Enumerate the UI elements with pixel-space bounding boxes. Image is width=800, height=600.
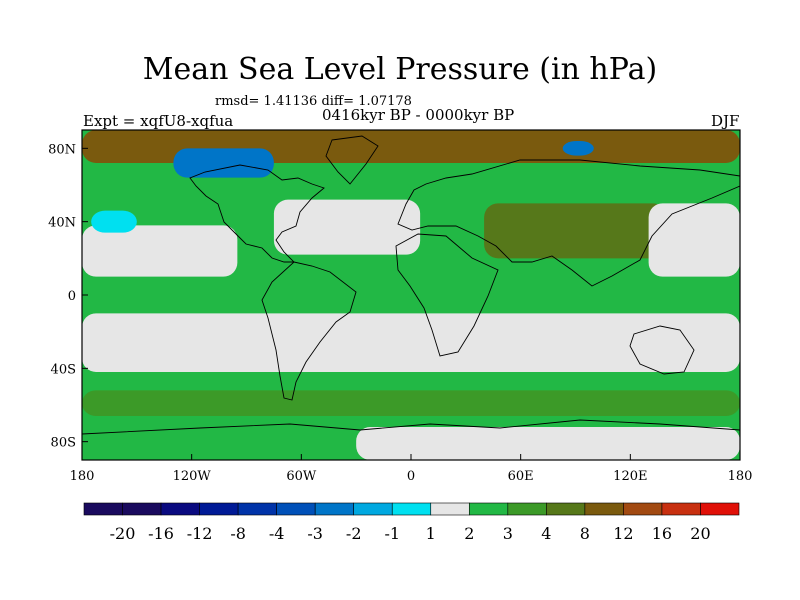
colorbar-label: -1 [384, 524, 400, 543]
x-tick-label: 60E [508, 469, 534, 484]
colorbar-label: -20 [110, 524, 136, 543]
colorbar-swatch [199, 502, 239, 516]
colorbar-swatch [546, 502, 586, 516]
period-label: 0416kyr BP - 0000kyr BP [322, 106, 515, 124]
colorbar: -20 -16 -12 -8 -4 -3 -2 -1 1 2 3 4 8 12 16 20 [83, 502, 740, 543]
colorbar-label: 12 [613, 524, 633, 543]
y-axis: 80N 40N 0 40S 80S [48, 142, 88, 451]
colorbar-label: 20 [690, 524, 710, 543]
colorbar-swatch [83, 502, 123, 516]
colorbar-swatch [661, 502, 701, 516]
pressure-field [82, 130, 740, 460]
y-tick-label: 80S [51, 436, 76, 451]
y-tick-label: 0 [68, 289, 76, 304]
colorbar-label: -4 [269, 524, 285, 543]
colorbar-label: 4 [541, 524, 551, 543]
colorbar-label: 16 [652, 524, 672, 543]
x-tick-label: 0 [407, 469, 415, 484]
coastline-antarctica [82, 419, 740, 435]
colorbar-label: -3 [307, 524, 323, 543]
field-region-north-america-low [173, 148, 274, 178]
colorbar-label: -8 [230, 524, 246, 543]
colorbar-swatch [468, 502, 509, 516]
coastlines [82, 135, 740, 435]
experiment-label: Expt = xqfU8-xqfua [83, 112, 234, 130]
field-region-southern-ocean-high [82, 390, 740, 416]
colorbar-label: 8 [580, 524, 590, 543]
x-tick-label: 60W [286, 469, 317, 484]
coastline-greenland [325, 135, 379, 185]
x-tick-label: 120E [613, 469, 647, 484]
field-region-north-atlantic-neutral [273, 199, 421, 255]
coastline-eurasia [397, 159, 740, 287]
field-region-north-pacific-neutral [82, 225, 238, 277]
colorbar-label: 3 [503, 524, 513, 543]
colorbar-swatch [584, 502, 624, 516]
colorbar-swatch [391, 502, 432, 516]
y-tick-label: 40N [48, 216, 76, 231]
field-region-antarctic-neutral [356, 427, 740, 460]
x-tick-label: 180 [70, 469, 95, 484]
colorbar-swatch [430, 502, 470, 516]
colorbar-swatch [276, 502, 316, 516]
field-region-north-pacific-low [91, 210, 137, 233]
coastline-africa [395, 233, 499, 357]
colorbar-label: 1 [426, 524, 436, 543]
colorbar-swatch [160, 502, 200, 516]
season-label: DJF [711, 112, 740, 130]
colorbar-label: -12 [187, 524, 213, 543]
colorbar-swatch [507, 502, 547, 516]
y-tick-label: 40S [51, 362, 76, 377]
colorbar-label: -2 [346, 524, 362, 543]
y-tick-label: 80N [48, 142, 76, 157]
field-region-southern-subtropic-neutral [82, 313, 740, 372]
field-region-siberia-low [562, 141, 594, 156]
colorbar-label: -16 [148, 524, 174, 543]
colorbar-swatch [700, 502, 740, 516]
colorbar-swatch [623, 502, 663, 516]
colorbar-swatch [353, 502, 393, 516]
coastline-south-america [261, 261, 357, 401]
field-region-east-pacific-neutral [648, 203, 740, 277]
colorbar-swatch [314, 502, 355, 516]
field-region-central-asia-high [484, 203, 667, 259]
colorbar-swatch [122, 502, 162, 516]
coastline-australia [629, 325, 695, 375]
x-axis: 180 120W 60W 0 60E 120E 180 [70, 454, 753, 484]
x-tick-label: 120W [173, 469, 212, 484]
colorbar-label: 2 [464, 524, 474, 543]
x-tick-label: 180 [728, 469, 753, 484]
chart-title: Mean Sea Level Pressure (in hPa) [142, 52, 658, 87]
colorbar-swatch [237, 502, 277, 516]
rmsd-diff-label: rmsd= 1.41136 diff= 1.07178 [215, 94, 412, 109]
